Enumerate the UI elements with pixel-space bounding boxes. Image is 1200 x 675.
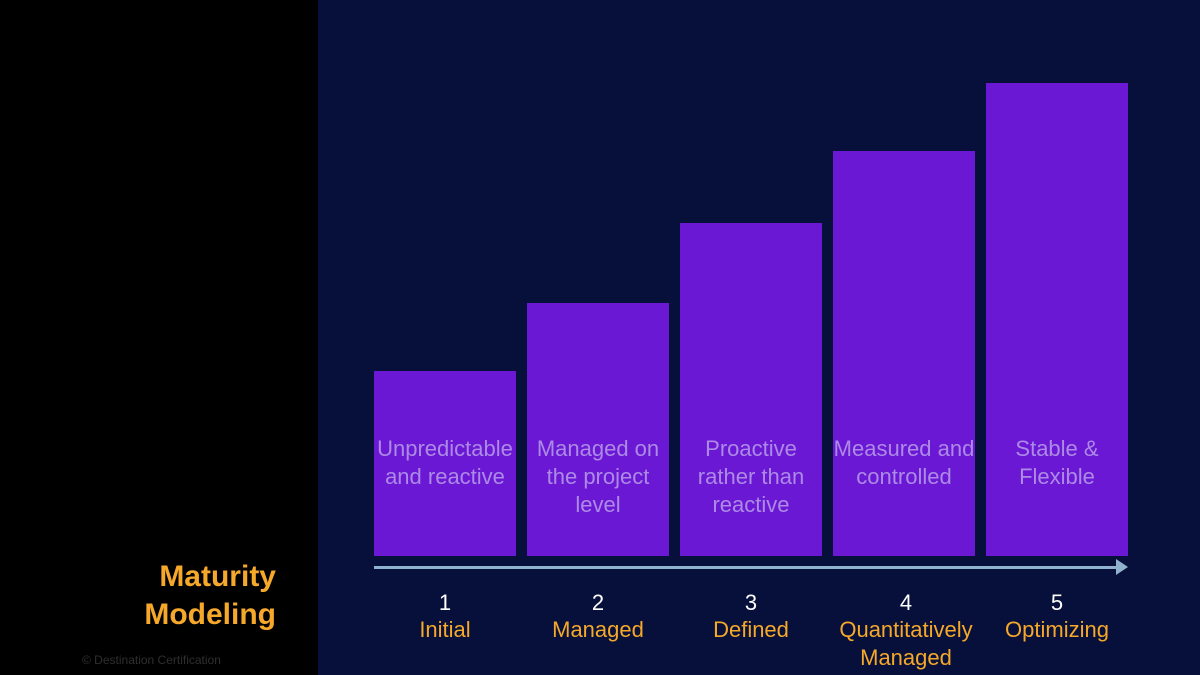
progression-axis-line	[374, 566, 1118, 569]
bar-description-level-2: Managed on the project level	[527, 435, 669, 519]
level-number: 1	[438, 590, 452, 615]
slide-title: Maturity Modeling	[16, 558, 276, 634]
level-label-5: 5 Optimizing	[977, 590, 1137, 644]
description-line: controlled	[856, 464, 952, 489]
level-label-4: 4 Quantitatively Managed	[824, 590, 988, 672]
maturity-bar-level-1: Unpredictable and reactive	[374, 371, 516, 556]
level-name: Defined	[671, 616, 831, 644]
level-number: 4	[899, 590, 913, 615]
bar-description-level-5: Stable & Flexible	[986, 435, 1128, 491]
description-line: rather than	[697, 464, 805, 489]
copyright-notice: © Destination Certification	[82, 653, 221, 667]
arrow-head-icon	[1116, 559, 1128, 575]
maturity-bar-level-4: Measured and controlled	[833, 151, 975, 556]
maturity-bar-level-3: Proactive rather than reactive	[680, 223, 822, 556]
description-line: the project	[546, 464, 650, 489]
slide-title-line-2: Modeling	[144, 598, 276, 631]
level-label-1: 1 Initial	[365, 590, 525, 644]
maturity-bar-level-2: Managed on the project level	[527, 303, 669, 556]
level-name-line: Initial	[419, 617, 471, 642]
level-name-line: Optimizing	[1005, 617, 1109, 642]
level-name: Quantitatively Managed	[824, 616, 988, 672]
level-name-line: Managed	[860, 645, 952, 670]
description-line: Measured and	[833, 436, 975, 461]
level-name: Managed	[518, 616, 678, 644]
description-line: Proactive	[705, 436, 797, 461]
level-number: 3	[744, 590, 758, 615]
level-name: Initial	[365, 616, 525, 644]
level-label-3: 3 Defined	[671, 590, 831, 644]
slide-title-line-1: Maturity	[159, 560, 276, 593]
level-label-2: 2 Managed	[518, 590, 678, 644]
maturity-bar-level-5: Stable & Flexible	[986, 83, 1128, 556]
level-number: 5	[1050, 590, 1064, 615]
level-name-line: Managed	[552, 617, 644, 642]
description-line: Unpredictable	[377, 436, 513, 461]
level-name-line: Defined	[713, 617, 789, 642]
bar-description-level-1: Unpredictable and reactive	[374, 435, 516, 491]
description-line: reactive	[712, 492, 790, 517]
left-panel: Maturity Modeling © Destination Certific…	[0, 0, 318, 675]
description-line: Stable &	[1015, 436, 1099, 461]
level-number: 2	[591, 590, 605, 615]
description-line: and reactive	[385, 464, 505, 489]
level-name: Optimizing	[977, 616, 1137, 644]
level-name-line: Quantitatively	[839, 617, 973, 642]
description-line: level	[575, 492, 621, 517]
description-line: Flexible	[1019, 464, 1095, 489]
bar-description-level-4: Measured and controlled	[833, 435, 975, 491]
description-line: Managed on	[536, 436, 660, 461]
bar-description-level-3: Proactive rather than reactive	[680, 435, 822, 519]
